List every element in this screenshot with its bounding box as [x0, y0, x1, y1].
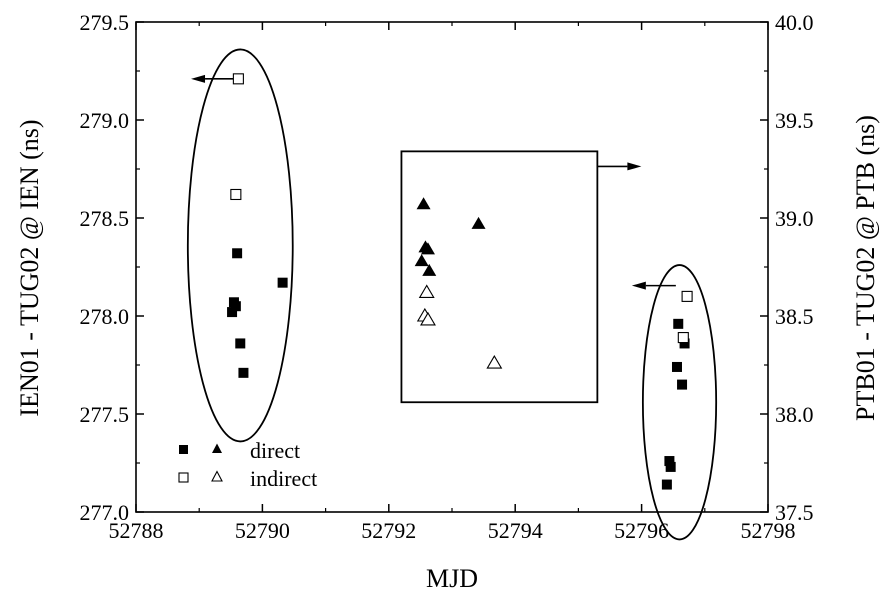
group-ellipse [186, 48, 294, 443]
right-y-axis-title: PTB01 - TUG02 @ PTB (ns) [851, 115, 880, 421]
left-y-tick-label: 279.5 [80, 10, 130, 35]
left-y-tick-label: 279.0 [80, 108, 130, 133]
right-y-tick-label: 38.0 [775, 402, 814, 427]
data-point-filled-square [277, 277, 288, 288]
data-point-filled-square [238, 367, 249, 378]
data-point-filled-square [677, 379, 688, 390]
data-point-filled-square [235, 338, 246, 349]
data-point-filled-square [661, 479, 672, 490]
annotations [186, 48, 718, 541]
legend-marker-indirect-square [178, 472, 189, 483]
x-tick-label: 52792 [361, 518, 416, 543]
data-point-open-triangle [418, 284, 435, 299]
left-y-tick-label: 277.0 [80, 500, 130, 525]
left-y-axis-ticks: 277.0 277.5 278.0 278.5 279.0 279.5 [80, 10, 144, 525]
data-point-filled-triangle [416, 197, 431, 210]
axis-indicator-arrow-head [631, 281, 646, 290]
x-tick-label: 52798 [741, 518, 796, 543]
legend: direct indirect [178, 438, 317, 491]
right-y-axis-ticks: 37.5 38.0 38.5 39.0 39.5 40.0 [760, 10, 814, 525]
right-y-tick-label: 39.0 [775, 206, 814, 231]
data-point-filled-square [227, 307, 238, 318]
right-y-tick-label: 37.5 [775, 500, 814, 525]
x-tick-label: 52790 [235, 518, 290, 543]
group-rectangle [400, 150, 599, 404]
data-point-filled-triangle [471, 216, 486, 229]
data-point-filled-triangle [422, 263, 437, 276]
data-point-filled-square [679, 338, 690, 349]
axis-indicator-arrow-head [191, 74, 206, 83]
data-point-open-square [681, 290, 693, 302]
legend-marker-direct-square [179, 445, 188, 454]
left-y-tick-label: 277.5 [80, 402, 130, 427]
right-y-tick-label: 38.5 [775, 304, 814, 329]
legend-label-indirect: indirect [250, 466, 317, 491]
x-tick-label: 52788 [109, 518, 164, 543]
data-point-open-square [230, 188, 242, 201]
group-ellipse [641, 264, 718, 541]
data-point-filled-square [230, 301, 241, 312]
legend-marker-direct-triangle [212, 443, 222, 453]
left-y-tick-label: 278.0 [80, 304, 130, 329]
data-point-filled-square [671, 361, 682, 372]
data-points [227, 73, 693, 490]
data-point-open-square [232, 73, 244, 85]
legend-marker-indirect-triangle [211, 470, 223, 482]
axis-indicator-arrow-head [627, 162, 642, 171]
x-axis-ticks: 52788 52790 52792 52794 52796 52798 [109, 22, 796, 543]
left-y-axis-title: IEN01 - TUG02 @ IEN (ns) [15, 119, 44, 416]
legend-label-direct: direct [250, 438, 300, 463]
data-point-filled-square [232, 248, 243, 259]
left-y-tick-label: 278.5 [80, 206, 130, 231]
data-point-filled-square [673, 318, 684, 329]
x-tick-label: 52794 [488, 518, 543, 543]
data-point-open-triangle [486, 354, 503, 369]
x-axis-title: MJD [426, 564, 478, 593]
data-point-open-triangle [420, 311, 436, 326]
data-point-filled-square [664, 456, 675, 467]
right-y-tick-label: 40.0 [775, 10, 814, 35]
data-point-filled-triangle [414, 254, 429, 267]
data-point-filled-square [665, 461, 676, 472]
data-point-open-square [677, 332, 689, 344]
x-tick-label: 52796 [614, 518, 669, 543]
right-y-tick-label: 39.5 [775, 108, 814, 133]
data-point-filled-triangle [420, 242, 435, 255]
